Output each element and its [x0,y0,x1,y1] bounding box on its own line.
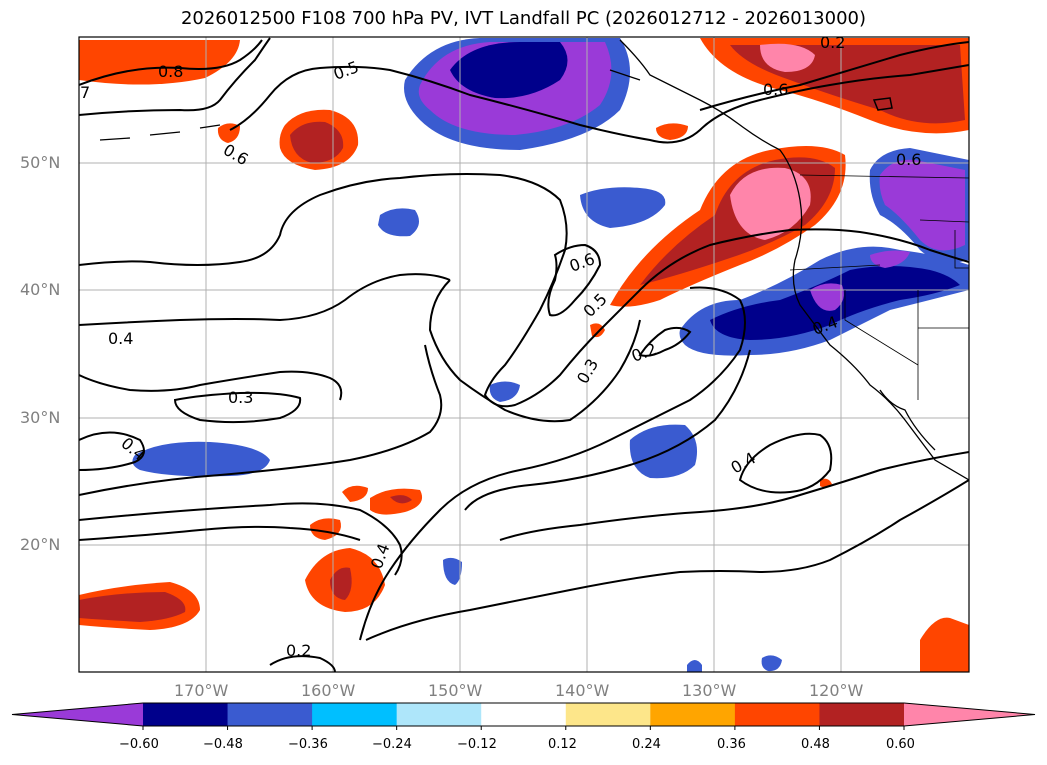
colorbar-segment [819,703,905,726]
negative-anomaly-west [132,441,270,477]
lon-label: 160°W [301,681,356,700]
colorbar-tick-label: 0.60 [886,737,915,752]
positive-anomaly-ne [700,38,969,134]
borders [789,174,969,400]
map-title: 2026012500 F108 700 hPa PV, IVT Landfall… [180,8,867,29]
colorbar-segment [481,703,567,726]
colorbar-segment [312,703,398,726]
colorbar-tick-label: 0.48 [801,737,830,752]
positive-anomaly-hawaii [305,485,423,612]
colorbar-extend-min [12,703,143,726]
colorbar-segment [565,703,651,726]
lat-label: 20°N [20,535,61,554]
colorbar-tick-label: 0.12 [548,737,577,752]
lat-label: 40°N [20,280,61,299]
lon-label: 130°W [682,681,737,700]
colorbar-tick-label: −0.12 [457,737,497,752]
colorbar-segment [227,703,313,726]
contour-label: 0.4 [108,329,133,348]
lon-label: 120°W [809,681,864,700]
lon-label: 170°W [174,681,229,700]
colorbar-segment [396,703,482,726]
colorbar-tick-label: 0.36 [717,737,746,752]
colorbar-extend-max [904,703,1035,726]
colorbar-tick-label: −0.48 [203,737,243,752]
contour-label: 0.6 [896,150,921,169]
contour-label: 7 [80,83,90,102]
lon-label: 140°W [555,681,610,700]
contour-label: 0.2 [820,33,845,52]
pv-contours [79,37,969,672]
map-frame [78,36,970,673]
positive-anomaly-dateline [279,109,359,170]
colorbar-segment [650,703,736,726]
colorbar [11,702,1036,730]
positive-anomaly-sw [79,582,200,630]
contour-label: 0.2 [286,641,311,660]
negative-anomaly-small-1 [378,208,419,237]
contour-label: 0.8 [158,62,183,81]
colorbar-tick-label: −0.60 [119,737,159,752]
colorbar-segment [143,703,229,726]
graticule [79,37,969,672]
contour-label: 0.6 [763,80,788,99]
lat-label: 50°N [20,153,61,172]
negative-anomaly-central [629,424,698,479]
colorbar-segment [734,703,820,726]
coastlines [99,39,969,481]
colorbar-tick-label: −0.36 [288,737,328,752]
negative-anomaly-small-2 [580,187,666,228]
colorbar-tick-label: −0.24 [372,737,412,752]
lat-label: 30°N [20,408,61,427]
lon-label: 150°W [428,681,483,700]
positive-anomaly-se [920,617,969,672]
colorbar-tick-label: 0.24 [632,737,661,752]
negative-anomaly-california [679,246,969,356]
contour-label: 0.3 [228,388,253,407]
